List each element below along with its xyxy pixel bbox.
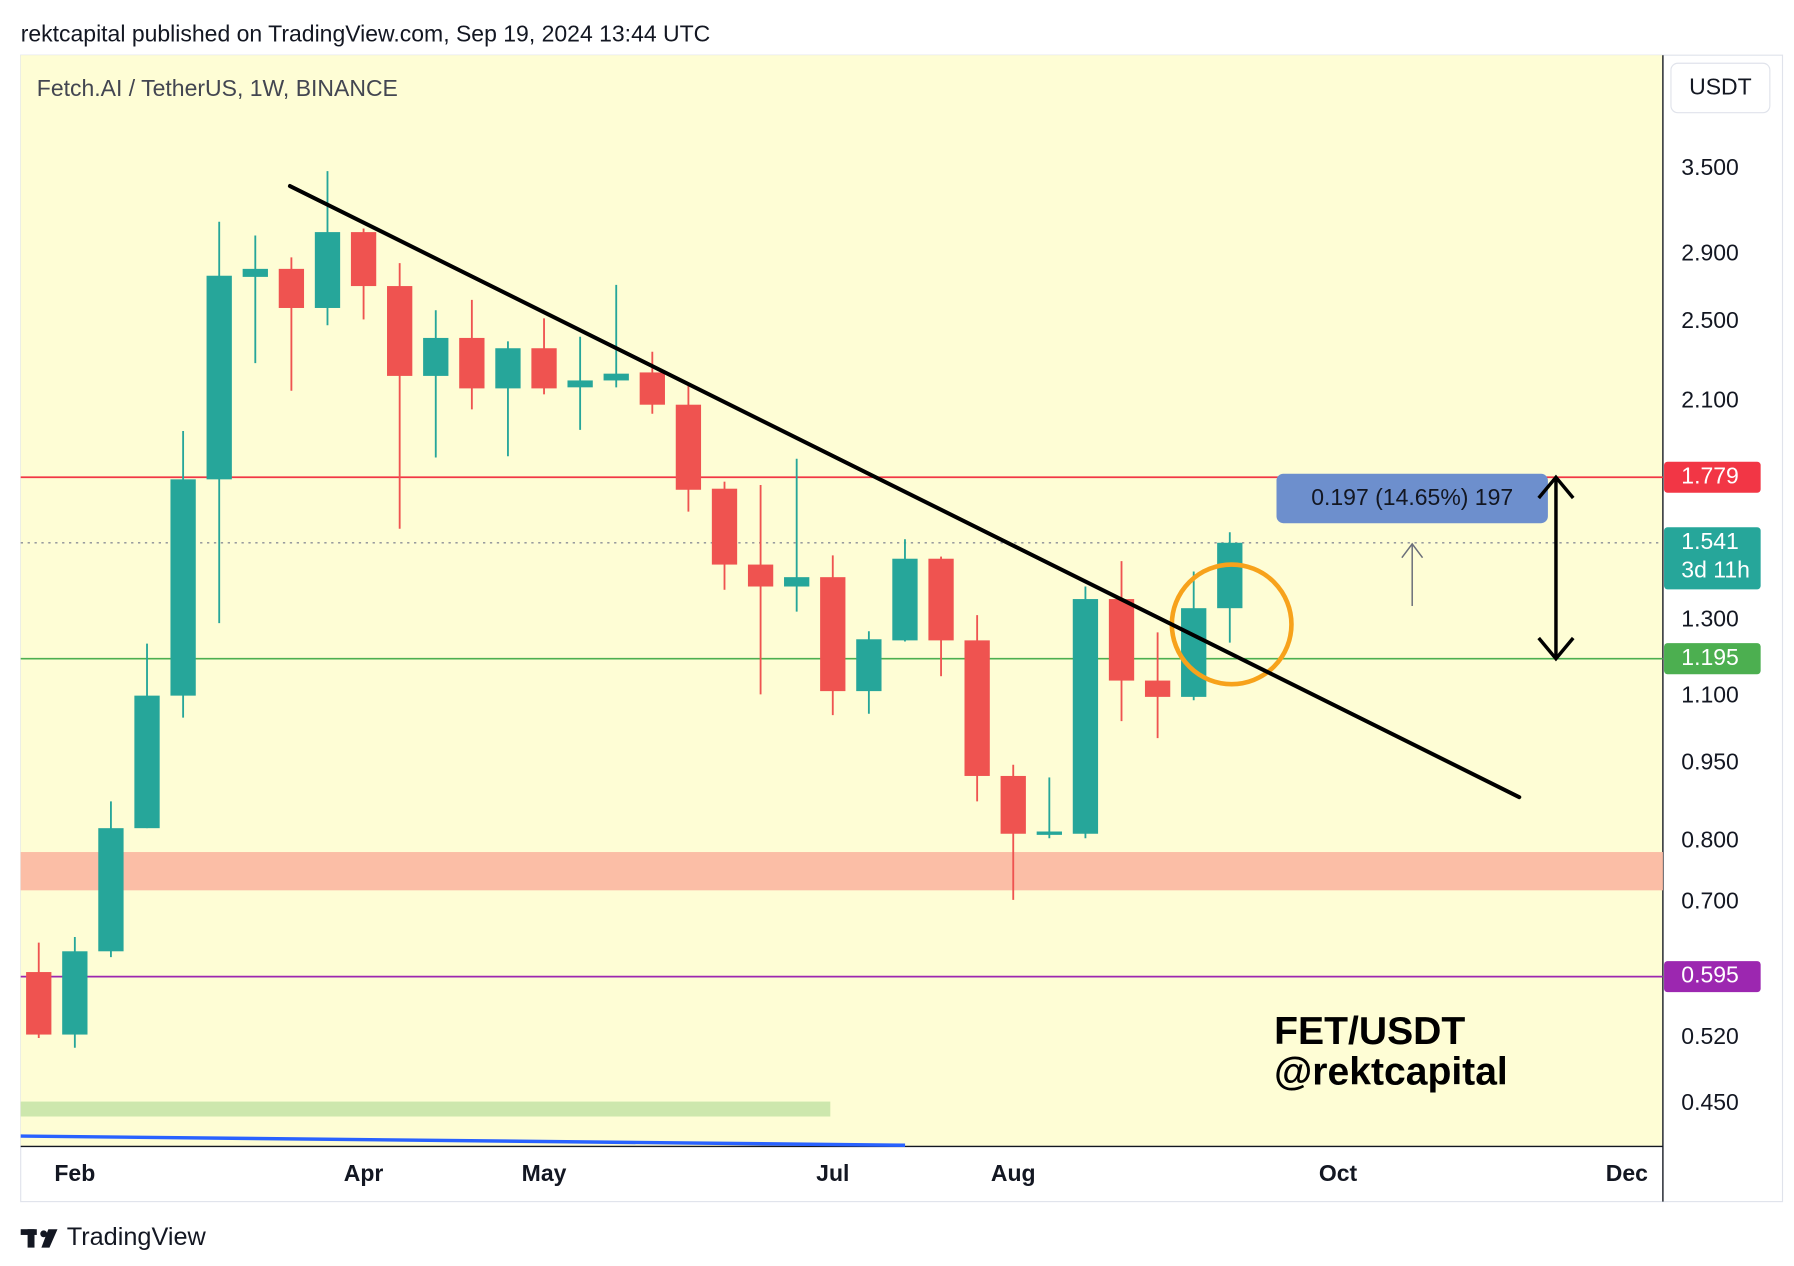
candle-body xyxy=(928,558,954,641)
chart-title: Fetch.AI / TetherUS, 1W, BINANCE xyxy=(37,75,398,101)
measure-box xyxy=(1276,473,1548,524)
candle-body xyxy=(98,828,124,952)
candle-body xyxy=(26,972,52,1035)
candle-body xyxy=(603,373,629,381)
overlay xyxy=(287,184,1575,800)
candle-body xyxy=(1036,831,1062,835)
y-tick-label: 1.100 xyxy=(1681,682,1739,708)
candle-body xyxy=(964,640,990,776)
annotation-author: @rektcapital xyxy=(1274,1050,1508,1093)
candle-body xyxy=(820,577,846,692)
support-zone xyxy=(20,852,1663,891)
y-tick-label: 1.300 xyxy=(1681,605,1739,631)
small-arrow-head xyxy=(1401,542,1424,559)
candle-body xyxy=(892,558,918,641)
x-tick-label: Dec xyxy=(1606,1160,1648,1186)
candle-body xyxy=(242,268,268,277)
price-label: 1.541 xyxy=(1681,528,1739,554)
price-label: 1.195 xyxy=(1681,644,1739,670)
brand-name: TradingView xyxy=(67,1223,207,1251)
candle-body xyxy=(1072,599,1099,834)
candle-body xyxy=(206,275,232,480)
price-label: 0.595 xyxy=(1681,962,1739,988)
candle-body xyxy=(639,372,665,405)
y-tick-label: 2.100 xyxy=(1681,387,1739,413)
marks xyxy=(26,171,1243,1048)
candle-body xyxy=(134,695,160,829)
candle-body xyxy=(62,951,88,1035)
price-label-box xyxy=(1664,527,1761,590)
price-label: 1.779 xyxy=(1681,462,1739,488)
brand-logo xyxy=(20,1229,58,1248)
indicator-line xyxy=(20,1134,906,1147)
candle-body xyxy=(675,404,702,490)
y-tick-label: 2.500 xyxy=(1681,307,1739,333)
candle-body xyxy=(1217,542,1243,609)
candle-body xyxy=(1108,599,1135,681)
candle-body xyxy=(350,232,377,287)
indicator-band xyxy=(20,1101,831,1117)
candle-body xyxy=(747,564,774,587)
price-label-box xyxy=(1664,961,1761,993)
y-tick-label: 2.900 xyxy=(1681,240,1739,266)
measure-arrow-head xyxy=(1537,474,1575,500)
candle-body xyxy=(856,639,882,692)
candle-body xyxy=(423,337,449,376)
candle-body xyxy=(1181,608,1207,697)
x-tick-label: Oct xyxy=(1319,1160,1358,1186)
currency-button-label[interactable]: USDT xyxy=(1689,74,1752,100)
candle-body xyxy=(170,479,196,696)
candle-body xyxy=(567,380,593,388)
candle-body xyxy=(459,337,485,389)
candle-body xyxy=(1000,775,1026,834)
annotation-pair: FET/USDT xyxy=(1274,1010,1465,1053)
measure-arrow-head xyxy=(1537,636,1575,662)
currency-button[interactable] xyxy=(1670,62,1771,114)
x-tick-label: Jul xyxy=(816,1160,849,1186)
y-tick-label: 0.950 xyxy=(1681,748,1739,774)
x-tick-label: Feb xyxy=(54,1160,95,1186)
price-label-box xyxy=(1664,643,1761,675)
price-countdown: 3d 11h xyxy=(1681,557,1750,583)
x-tick-label: Aug xyxy=(991,1160,1036,1186)
x-tick-label: May xyxy=(522,1160,567,1186)
candle-body xyxy=(387,286,413,376)
candle-body xyxy=(1144,680,1171,697)
y-tick-label: 0.700 xyxy=(1681,888,1739,914)
candle-body xyxy=(531,348,557,389)
candle-body xyxy=(784,577,810,587)
candle-body xyxy=(278,268,305,308)
y-tick-label: 0.450 xyxy=(1681,1089,1739,1115)
published-note: rektcapital published on TradingView.com… xyxy=(21,21,711,47)
y-tick-label: 0.800 xyxy=(1681,827,1739,853)
y-tick-label: 0.520 xyxy=(1681,1023,1739,1049)
x-tick-label: Apr xyxy=(344,1160,384,1186)
candle-body xyxy=(495,348,521,389)
candle-body xyxy=(314,232,341,308)
trendline xyxy=(287,184,1522,800)
candle-body xyxy=(711,488,738,565)
measure-label: 0.197 (14.65%) 197 xyxy=(1311,484,1513,510)
price-label-box xyxy=(1664,461,1761,493)
y-tick-label: 3.500 xyxy=(1681,154,1739,180)
